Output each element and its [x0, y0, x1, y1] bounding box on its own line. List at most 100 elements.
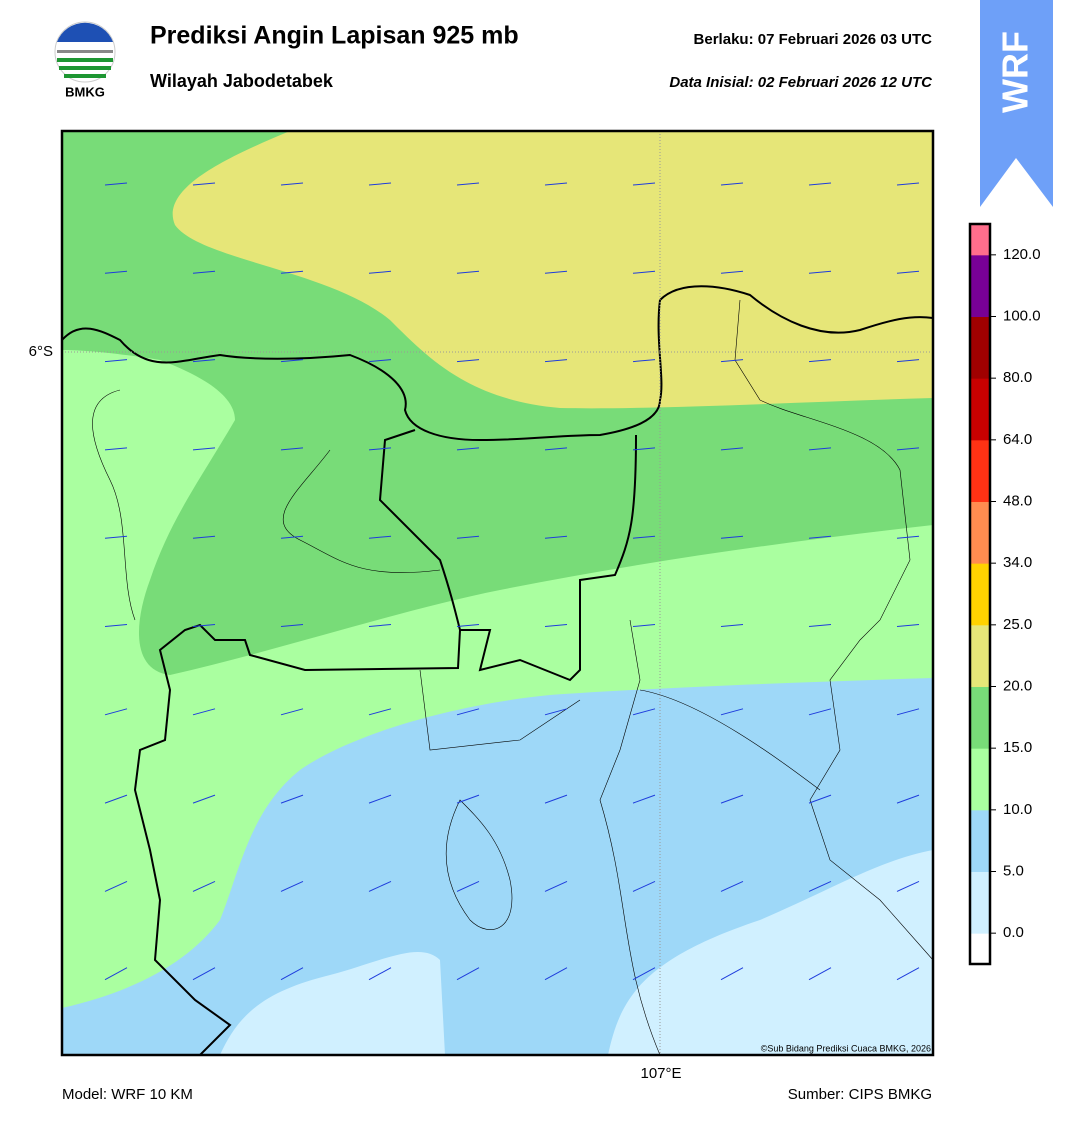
colorbar-segment	[970, 686, 990, 749]
wind-barb	[192, 967, 216, 981]
wind-barb	[104, 270, 128, 274]
wind-barb	[632, 794, 656, 804]
wind-barb	[368, 535, 392, 539]
wind-barb	[192, 535, 216, 539]
wind-barb	[104, 967, 128, 981]
wind-barb	[544, 359, 568, 363]
wind-barbs	[104, 182, 920, 981]
wrf-badge	[980, 0, 1053, 207]
wind-barb	[544, 447, 568, 451]
wind-barb	[808, 359, 832, 363]
wind-barb	[280, 270, 304, 274]
subtitle: Wilayah Jabodetabek	[150, 71, 334, 91]
wind-barb	[544, 880, 568, 892]
wind-barb	[192, 880, 216, 892]
wind-barb	[896, 794, 920, 804]
colorbar-segment	[970, 871, 990, 934]
colorbar-segment	[970, 316, 990, 379]
copyright: ©Sub Bidang Prediksi Cuaca BMKG, 2026	[761, 1043, 931, 1053]
colorbar: 0.0 5.0 10.0 15.0 20.0 25.0 34.0 48.0 64.0 80.0 10…	[968, 222, 1041, 966]
wind-barb	[720, 447, 744, 451]
wind-barb	[280, 794, 304, 804]
wind-barb	[192, 794, 216, 804]
wind-barb	[456, 359, 480, 363]
colorbar-label: 25.0	[1003, 616, 1032, 633]
wind-barb	[544, 794, 568, 804]
wind-barb	[720, 270, 744, 274]
valid-time: Berlaku: 07 Februari 2026 03 UTC	[694, 31, 933, 48]
wind-barb	[808, 967, 832, 981]
init-time: Data Inisial: 02 Februari 2026 12 UTC	[669, 74, 933, 91]
bmkg-logo: BMKG	[54, 21, 116, 99]
wind-barb	[544, 535, 568, 539]
wind-barb	[368, 359, 392, 363]
wind-barb	[280, 708, 304, 716]
wind-barb	[280, 880, 304, 892]
map-frame	[60, 129, 935, 1057]
wind-barb	[192, 359, 216, 363]
wind-barb	[368, 794, 392, 804]
colorbar-segment	[970, 809, 990, 872]
wind-barb	[720, 794, 744, 804]
wind-barb	[280, 967, 304, 981]
source: Sumber: CIPS BMKG	[788, 1086, 932, 1103]
wind-barb	[720, 967, 744, 981]
wind-barb	[456, 794, 480, 804]
logo-text: BMKG	[65, 84, 105, 99]
colorbar-label: 5.0	[1003, 862, 1024, 879]
title: Prediksi Angin Lapisan 925 mb	[150, 22, 519, 50]
wind-barb	[808, 270, 832, 274]
wind-barb	[808, 880, 832, 892]
wind-barb	[280, 182, 304, 186]
wind-barb	[896, 535, 920, 539]
wind-barb	[192, 447, 216, 451]
wind-barb	[632, 182, 656, 186]
colorbar-label: 20.0	[1003, 677, 1032, 694]
wind-barb	[632, 624, 656, 627]
wind-barb	[896, 880, 920, 892]
colorbar-segment	[970, 748, 990, 811]
lon-label: 107°E	[640, 1065, 681, 1082]
wind-barb	[632, 535, 656, 539]
wind-barb	[544, 182, 568, 186]
wind-barb	[544, 624, 568, 627]
wind-barb	[104, 880, 128, 892]
model: Model: WRF 10 KM	[62, 1086, 193, 1103]
wind-barb	[896, 270, 920, 274]
wind-barb	[632, 447, 656, 451]
wind-barb	[104, 794, 128, 804]
wind-barb	[456, 967, 480, 981]
wind-barb	[104, 624, 128, 627]
colorbar-label: 80.0	[1003, 369, 1032, 386]
wind-barb	[808, 624, 832, 627]
colorbar-label: 48.0	[1003, 492, 1032, 509]
wind-barb	[632, 708, 656, 716]
lat-label: 6°S	[29, 343, 53, 360]
wind-barb	[104, 359, 128, 363]
colorbar-segment	[970, 224, 990, 256]
wind-barb	[456, 880, 480, 892]
coastline	[62, 285, 933, 1055]
wind-barb	[544, 270, 568, 274]
colorbar-segment	[970, 439, 990, 502]
colorbar-label: 10.0	[1003, 801, 1032, 818]
colorbar-segment	[970, 933, 990, 965]
wind-barb	[192, 182, 216, 186]
wind-barb	[456, 447, 480, 451]
wind-barb	[456, 182, 480, 186]
wind-barb	[280, 535, 304, 539]
wind-barb	[280, 359, 304, 363]
wind-barb	[368, 182, 392, 186]
wind-barb	[896, 447, 920, 451]
colorbar-segment	[970, 254, 990, 317]
wind-barb	[896, 182, 920, 186]
wind-barb	[896, 624, 920, 627]
wind-barb	[368, 624, 392, 627]
wind-barb	[192, 708, 216, 716]
wind-barb	[368, 270, 392, 274]
colorbar-label: 64.0	[1003, 431, 1032, 448]
colorbar-segment	[970, 624, 990, 687]
wind-barb	[456, 708, 480, 716]
badge-text: WRF	[995, 31, 1036, 113]
